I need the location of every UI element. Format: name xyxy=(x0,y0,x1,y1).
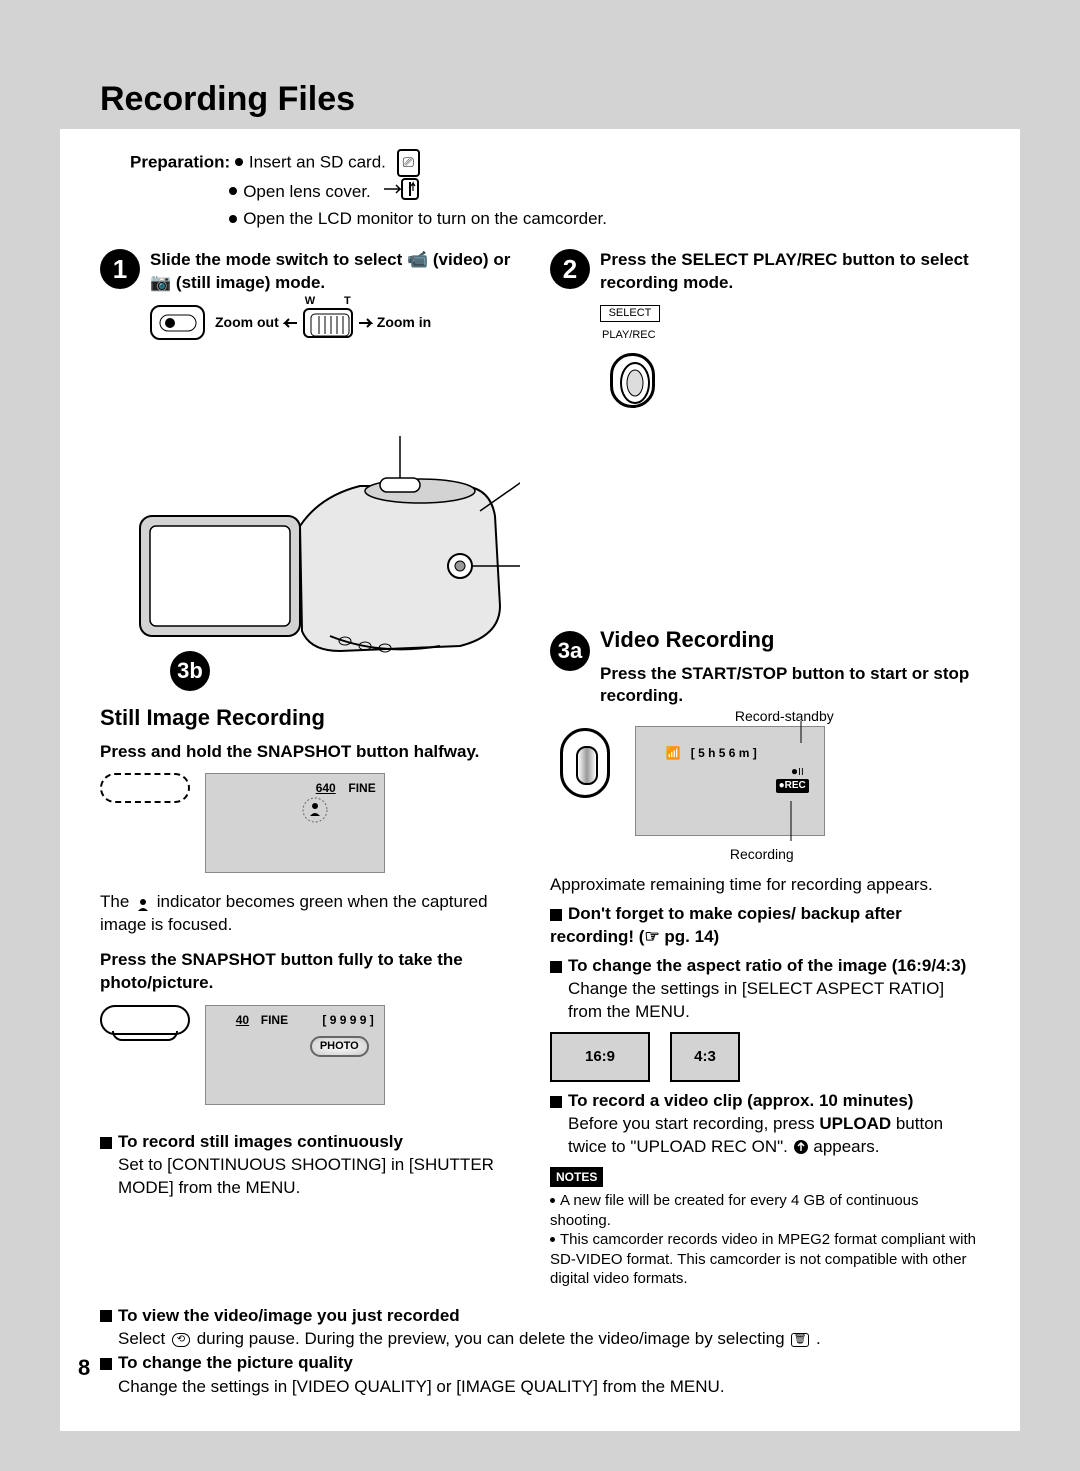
prep-item-3: Open the LCD monitor to turn on the camc… xyxy=(243,209,607,228)
video-heading: Video Recording xyxy=(600,625,980,655)
select-button-icon xyxy=(610,353,655,408)
note-1: A new file will be created for every 4 G… xyxy=(550,1192,919,1229)
quality-head: To change the picture quality xyxy=(118,1353,353,1372)
aspect-16-9: 16:9 xyxy=(550,1032,650,1082)
aspect-boxes: 16:9 4:3 xyxy=(550,1032,980,1082)
step-2-badge: 2 xyxy=(550,249,590,289)
preview-icon: ⟲ xyxy=(172,1333,190,1347)
step-3b-badge: 3b xyxy=(170,651,210,691)
aspect-body: Change the settings in [SELECT ASPECT RA… xyxy=(568,978,980,1024)
continuous-head: To record still images continuously xyxy=(118,1132,403,1151)
snapshot-fully: Press the SNAPSHOT button fully to take … xyxy=(100,949,530,995)
clip-body: Before you start recording, press UPLOAD… xyxy=(568,1113,980,1159)
photo-badge: PHOTO xyxy=(310,1036,369,1057)
standby-label: Record-standby xyxy=(735,707,834,726)
playrec-label: PLAY/REC xyxy=(602,329,656,341)
mode-switch-icon xyxy=(150,305,205,340)
aspect-4-3: 4:3 xyxy=(670,1032,740,1082)
quality-body: Change the settings in [VIDEO QUALITY] o… xyxy=(118,1375,980,1399)
copies-text: Don't forget to make copies/ backup afte… xyxy=(550,904,902,946)
snapshot-halfway: Press and hold the SNAPSHOT button halfw… xyxy=(100,741,530,764)
lcd-fully: 40 FINE [ 9 9 9 9 ] PHOTO xyxy=(205,1005,385,1105)
prep-label: Preparation: xyxy=(130,152,230,171)
clip-head: To record a video clip (approx. 10 minut… xyxy=(568,1091,913,1110)
start-stop-button-icon xyxy=(560,728,610,798)
still-icon: 📷 xyxy=(150,273,171,292)
aspect-head: To change the aspect ratio of the image … xyxy=(568,956,966,975)
step-3a-text: Press the START/STOP button to start or … xyxy=(600,663,980,709)
record-screen: Record-standby 📶 [ 5 h 5 6 m ] ●II ●REC … xyxy=(635,726,825,836)
snapshot-button-dashed-icon xyxy=(100,773,190,803)
notes-tag: NOTES xyxy=(550,1167,603,1187)
mode-switch-diagram: Zoom out W T Zoom in xyxy=(150,305,530,340)
still-heading: Still Image Recording xyxy=(100,703,530,733)
lens-cover-icon xyxy=(382,177,422,208)
preparation-block: Preparation: Insert an SD card. ⎚ Open l… xyxy=(130,149,980,231)
prep-item-2: Open lens cover. xyxy=(243,181,371,200)
page-title: Recording Files xyxy=(100,80,980,119)
step-1-badge: 1 xyxy=(100,249,140,289)
view-body: Select ⟲ during pause. During the previe… xyxy=(118,1327,980,1351)
continuous-body: Set to [CONTINUOUS SHOOTING] in [SHUTTER… xyxy=(118,1154,530,1200)
trash-icon: 🗑 xyxy=(791,1333,809,1347)
upload-icon xyxy=(793,1137,814,1156)
note-2: This camcorder records video in MPEG2 fo… xyxy=(550,1231,976,1287)
remaining-text: Approximate remaining time for recording… xyxy=(550,874,980,897)
focus-indicator-icon xyxy=(301,796,329,831)
sd-card-icon: ⎚ xyxy=(397,149,420,177)
focus-text: The indicator becomes green when the cap… xyxy=(100,891,530,937)
step-1-text: Slide the mode switch to select 📹 (video… xyxy=(150,249,530,295)
zoom-rocker-icon xyxy=(303,308,353,338)
page-number: 8 xyxy=(78,1355,90,1381)
select-label: SELECT xyxy=(600,305,660,322)
step-3a-badge: 3a xyxy=(550,631,590,671)
video-icon: 📹 xyxy=(407,250,428,269)
lcd-halfway: 640 FINE xyxy=(205,773,385,873)
step-2-text: Press the SELECT PLAY/REC button to sele… xyxy=(600,249,980,295)
prep-item-1: Insert an SD card. xyxy=(249,152,386,171)
person-icon xyxy=(136,896,150,910)
snapshot-button-solid-icon xyxy=(100,1005,190,1035)
view-head: To view the video/image you just recorde… xyxy=(118,1306,460,1325)
recording-label: Recording xyxy=(730,845,794,864)
